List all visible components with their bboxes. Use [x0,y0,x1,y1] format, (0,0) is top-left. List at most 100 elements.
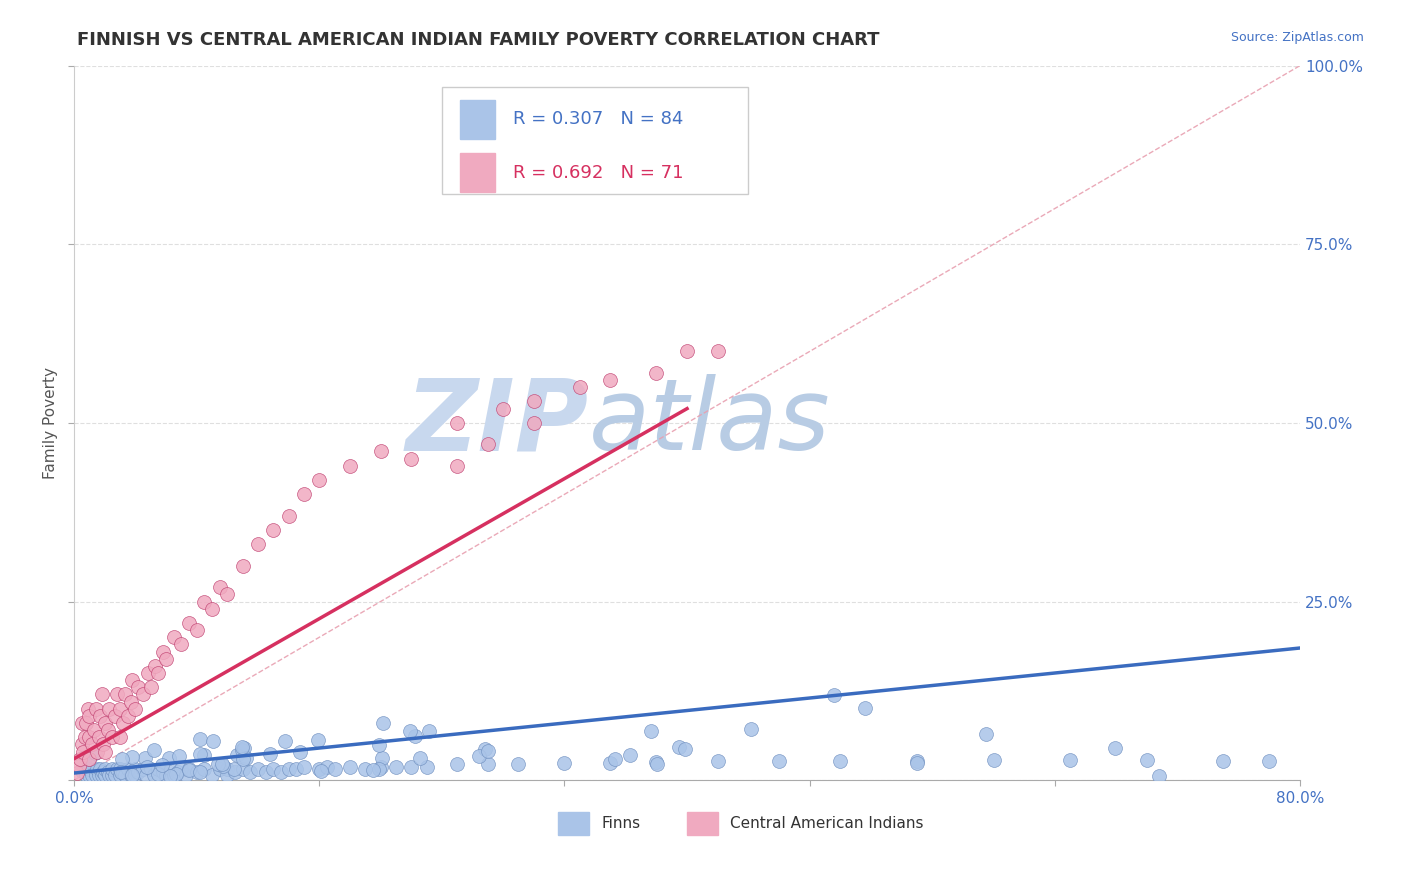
Point [1059,753,1081,767]
Point [72,745,94,759]
Point [170,763,193,777]
Point [1212,754,1234,768]
Point [225,748,247,763]
Point [121,749,143,764]
Point [159,763,181,777]
Point [368,738,391,752]
Point [316,760,339,774]
Point [150,758,173,772]
Point [112,764,135,779]
Point [361,763,384,777]
Point [905,754,928,768]
Point [385,759,408,773]
Point [292,487,315,501]
Bar [558,812,589,835]
Point [974,727,997,741]
Point [177,764,200,778]
Point [132,763,155,777]
Point [830,754,852,768]
Point [152,764,174,779]
Point [239,764,262,779]
Point [645,366,668,380]
Point [84,702,107,716]
Point [211,756,233,771]
Point [98,768,121,782]
Point [73,750,96,764]
Point [111,752,134,766]
Point [108,768,131,782]
Point [82,768,104,782]
Point [159,769,181,783]
Text: Source: ZipAtlas.com: Source: ZipAtlas.com [1230,31,1364,45]
Text: R = 0.307   N = 84: R = 0.307 N = 84 [513,111,683,128]
Point [706,344,728,359]
Point [309,764,332,778]
Point [368,762,391,776]
Point [84,768,107,782]
Point [70,716,93,731]
Point [87,768,110,782]
Point [288,745,311,759]
Bar [460,153,495,193]
Point [446,416,468,430]
Point [415,759,437,773]
Point [254,764,277,779]
Point [70,764,93,779]
Point [474,742,496,756]
Point [323,763,346,777]
Point [77,763,100,777]
Point [86,763,108,777]
Point [101,768,124,782]
Point [155,768,177,782]
Point [139,763,162,777]
Point [93,763,115,777]
Point [146,766,169,780]
Point [108,731,131,745]
Point [114,688,136,702]
Point [186,623,208,637]
Point [523,394,546,409]
Point [105,763,128,777]
Point [259,747,281,762]
Point [127,681,149,695]
Text: FINNISH VS CENTRAL AMERICAN INDIAN FAMILY POVERTY CORRELATION CHART: FINNISH VS CENTRAL AMERICAN INDIAN FAMIL… [77,31,880,49]
Bar [688,812,717,835]
Point [188,731,211,746]
Point [983,753,1005,767]
Point [308,763,330,777]
Point [101,731,124,745]
Point [136,760,159,774]
Point [101,763,124,777]
Point [163,768,186,782]
Point [292,760,315,774]
Point [87,731,110,745]
Point [73,731,96,745]
Point [143,658,166,673]
Point [418,723,440,738]
Point [91,764,114,779]
Point [66,766,89,780]
Point [277,508,299,523]
Point [277,763,299,777]
Point [370,444,392,458]
Point [148,763,170,777]
Point [823,689,845,703]
Point [477,757,499,772]
Point [127,764,149,779]
Point [104,709,127,723]
Point [217,763,239,777]
Text: atlas: atlas [589,375,831,471]
Point [508,757,530,772]
Point [468,749,491,764]
Point [77,702,100,716]
Point [405,729,427,743]
Point [399,451,422,466]
Point [67,759,90,773]
Point [83,723,105,738]
Point [97,764,120,779]
Point [211,759,233,773]
Point [523,416,546,430]
Point [170,637,193,651]
Point [79,709,101,723]
Point [246,537,269,551]
